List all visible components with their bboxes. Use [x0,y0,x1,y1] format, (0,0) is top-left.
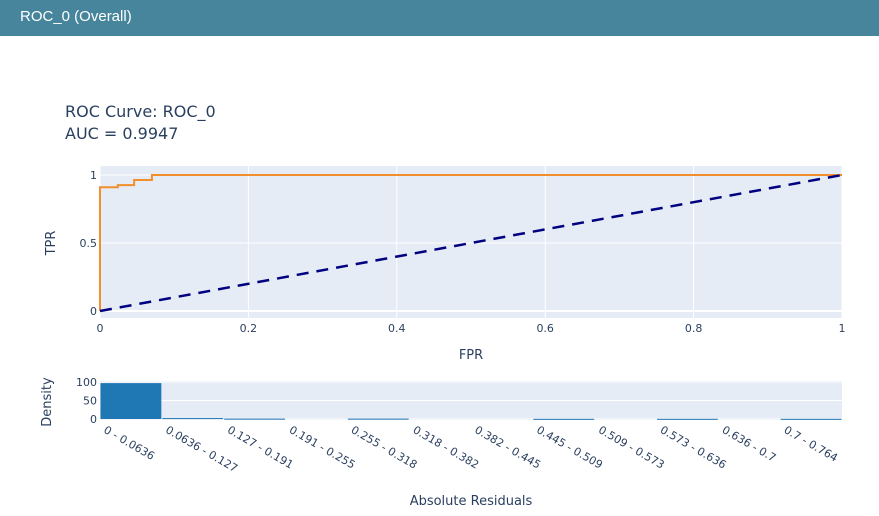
histogram-bar [780,418,842,420]
roc-tick-labels: 0 0.2 0.4 0.6 0.8 1 0 0.5 1 [80,169,846,335]
roc-x-axis-title: FPR [459,348,483,363]
roc-curve-line [99,174,842,311]
roc-y-tick-label: 0.5 [80,237,98,250]
roc-title: ROC Curve: ROC_0 [65,102,216,122]
panel-title: ROC_0 (Overall) [20,8,132,25]
roc-y-tick-label: 0 [90,305,97,318]
histogram-bin-label: 0.636 - 0.7 [720,423,778,464]
charts-canvas: ROC Curve: ROC_0 AUC = 0.9947 0 0.2 0.4 0.6… [40,102,846,509]
roc-x-tick-label: 0.4 [388,322,406,335]
panel-header: ROC_0 (Overall) [0,0,879,36]
histogram-bar [224,418,285,420]
histogram-bin-label: 0 - 0.0636 [101,423,156,462]
histogram-y-tick-label: 100 [76,376,97,389]
roc-plot-area [100,166,842,318]
histogram-bin-label: 0.7 - 0.764 [782,423,840,464]
histogram-bin-label: 0.255 - 0.318 [349,423,420,471]
histogram-bin-label: 0.445 - 0.509 [534,423,605,471]
roc-auc-subtitle: AUC = 0.9947 [65,124,178,143]
histogram-bars [100,383,842,420]
histogram-bin-label: 0.191 - 0.255 [287,423,358,471]
histogram-bin-label: 0.573 - 0.636 [658,423,729,471]
roc-y-tick-label: 1 [90,169,97,182]
histogram-bin-label: 0.509 - 0.573 [596,423,667,471]
roc-x-tick-label: 0.2 [240,322,258,335]
roc-x-tick-label: 0.6 [536,322,554,335]
histogram-bar [100,383,162,419]
histogram-bar [533,418,595,420]
roc-x-tick-label: 1 [839,322,846,335]
roc-series [99,173,843,313]
histogram-bin-label: 0.382 - 0.445 [472,423,543,471]
histogram-y-tick-label: 0 [90,413,97,426]
roc-x-tick-label: 0 [97,322,104,335]
roc-y-axis-title: TPR [44,231,59,257]
histogram-gridlines [100,381,842,420]
histogram-bar [347,418,409,420]
histogram-y-axis-title: Density [40,377,55,427]
histogram-x-axis-title: Absolute Residuals [410,494,533,509]
histogram-y-tick-label: 50 [83,395,97,408]
roc-x-tick-label: 0.8 [685,322,703,335]
random-baseline-line [99,173,843,313]
histogram-bar [162,418,224,420]
histogram-bar [657,418,718,420]
histogram-bin-label: 0.318 - 0.382 [411,423,482,471]
